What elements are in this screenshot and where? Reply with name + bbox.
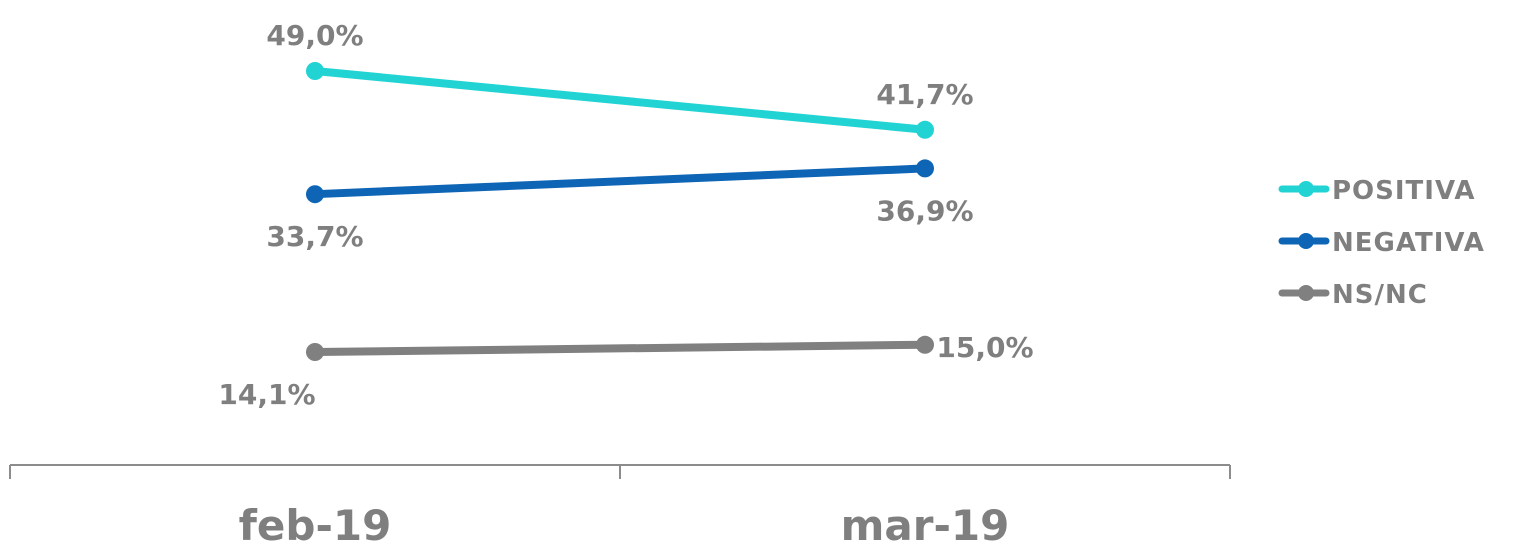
- legend-swatch-marker: [1298, 233, 1314, 249]
- legend-swatch-marker: [1298, 285, 1314, 301]
- data-label: 33,7%: [266, 220, 363, 253]
- data-label: 49,0%: [266, 19, 363, 52]
- data-labels: 49,0% 41,7% 33,7% 36,9% 14,1% 15,0%: [218, 19, 1033, 411]
- x-tick-label: mar-19: [841, 501, 1010, 546]
- data-point: [306, 185, 324, 204]
- series-line-negativa: [311, 164, 929, 199]
- data-label: 14,1%: [218, 378, 315, 411]
- legend-item: NS/NC: [1278, 280, 1428, 310]
- data-point: [306, 62, 324, 80]
- data-label: 41,7%: [876, 78, 973, 111]
- legend-swatch-marker: [1298, 181, 1314, 197]
- legend-label: NS/NC: [1332, 280, 1428, 310]
- data-label: 15,0%: [936, 331, 1033, 364]
- series-layer: [306, 62, 934, 361]
- data-point: [306, 343, 324, 361]
- series-line-nsnc: [311, 340, 929, 356]
- data-point: [916, 120, 934, 139]
- legend-label: POSITIVA: [1332, 176, 1475, 206]
- legend-label: NEGATIVA: [1332, 228, 1485, 258]
- series-line-positiva: [311, 67, 929, 134]
- legend: POSITIVA NEGATIVA NS/NC: [1278, 176, 1485, 310]
- x-axis: feb-19 mar-19: [9, 464, 1231, 546]
- x-tick-label: feb-19: [239, 501, 392, 546]
- legend-item: NEGATIVA: [1278, 228, 1485, 258]
- data-point: [916, 335, 934, 354]
- data-label: 36,9%: [876, 194, 973, 227]
- data-point: [916, 159, 934, 178]
- legend-item: POSITIVA: [1278, 176, 1475, 206]
